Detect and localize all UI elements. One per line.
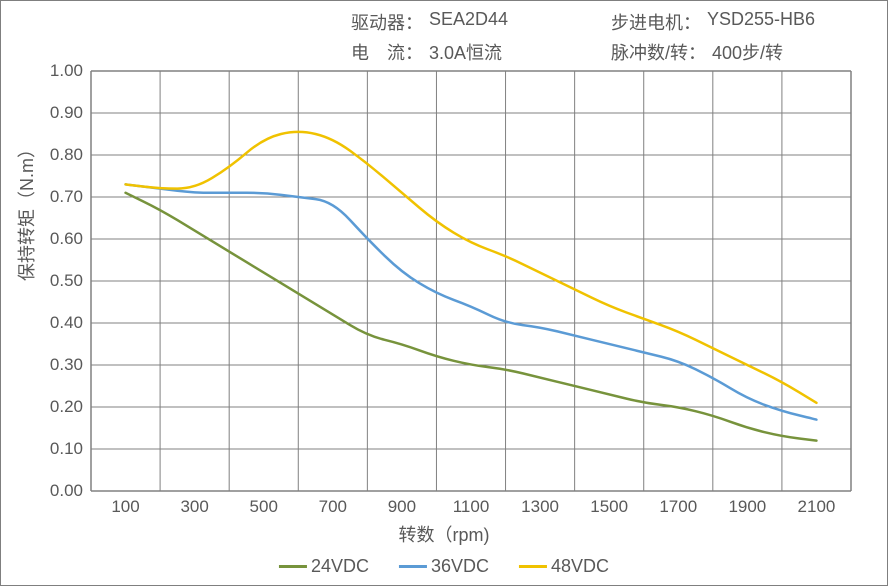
- y-tick-label: 0.30: [50, 355, 91, 375]
- current-value: 3.0A恒流: [429, 39, 502, 65]
- header-row-2: 电 流： 3.0A恒流 脉冲数/转： 400步/转: [351, 39, 877, 65]
- chart-svg: [91, 71, 851, 491]
- legend-item-24VDC: 24VDC: [279, 556, 369, 577]
- chart-container: 驱动器： SEA2D44 步进电机： YSD255-HB6 电 流： 3.0A恒…: [0, 0, 888, 586]
- y-tick-label: 0.10: [50, 439, 91, 459]
- driver-label: 驱动器：: [351, 9, 423, 35]
- legend-label: 48VDC: [551, 556, 609, 577]
- y-tick-label: 0.90: [50, 103, 91, 123]
- x-tick-label: 1900: [728, 491, 766, 517]
- motor-label: 步进电机：: [611, 9, 701, 35]
- header-row-1: 驱动器： SEA2D44 步进电机： YSD255-HB6: [351, 9, 877, 35]
- legend-label: 36VDC: [431, 556, 489, 577]
- y-tick-label: 0.60: [50, 229, 91, 249]
- legend-item-36VDC: 36VDC: [399, 556, 489, 577]
- x-tick-label: 1300: [521, 491, 559, 517]
- legend-label: 24VDC: [311, 556, 369, 577]
- legend-swatch: [279, 565, 307, 568]
- x-tick-label: 1500: [590, 491, 628, 517]
- x-tick-label: 500: [250, 491, 278, 517]
- y-tick-label: 0.20: [50, 397, 91, 417]
- x-tick-label: 300: [180, 491, 208, 517]
- motor-value: YSD255-HB6: [707, 9, 815, 35]
- y-tick-label: 0.80: [50, 145, 91, 165]
- x-tick-label: 1700: [659, 491, 697, 517]
- y-tick-label: 0.40: [50, 313, 91, 333]
- current-cell: 电 流： 3.0A恒流: [351, 39, 611, 65]
- x-tick-label: 700: [319, 491, 347, 517]
- motor-cell: 步进电机： YSD255-HB6: [611, 9, 877, 35]
- y-axis-label: 保持转矩（N.m）: [13, 140, 39, 281]
- y-tick-label: 0.70: [50, 187, 91, 207]
- pulses-value: 400步/转: [712, 39, 783, 65]
- y-tick-label: 1.00: [50, 61, 91, 81]
- current-label: 电 流：: [351, 39, 423, 65]
- x-axis-label: 转数（rpm): [399, 521, 490, 547]
- x-tick-label: 2100: [798, 491, 836, 517]
- driver-value: SEA2D44: [429, 9, 508, 35]
- pulses-label: 脉冲数/转：: [611, 39, 706, 65]
- grid-layer: [91, 71, 851, 491]
- legend-swatch: [399, 565, 427, 568]
- y-tick-label: 0.00: [50, 481, 91, 501]
- legend: 24VDC 36VDC 48VDC: [279, 556, 609, 577]
- legend-item-48VDC: 48VDC: [519, 556, 609, 577]
- legend-swatch: [519, 565, 547, 568]
- plot-area: 0.000.100.200.300.400.500.600.700.800.90…: [91, 71, 851, 491]
- y-tick-label: 0.50: [50, 271, 91, 291]
- x-tick-label: 1100: [453, 491, 490, 517]
- driver-cell: 驱动器： SEA2D44: [351, 9, 611, 35]
- x-tick-label: 900: [388, 491, 416, 517]
- x-tick-label: 100: [111, 491, 139, 517]
- header-block: 驱动器： SEA2D44 步进电机： YSD255-HB6 电 流： 3.0A恒…: [351, 9, 877, 65]
- pulses-cell: 脉冲数/转： 400步/转: [611, 39, 877, 65]
